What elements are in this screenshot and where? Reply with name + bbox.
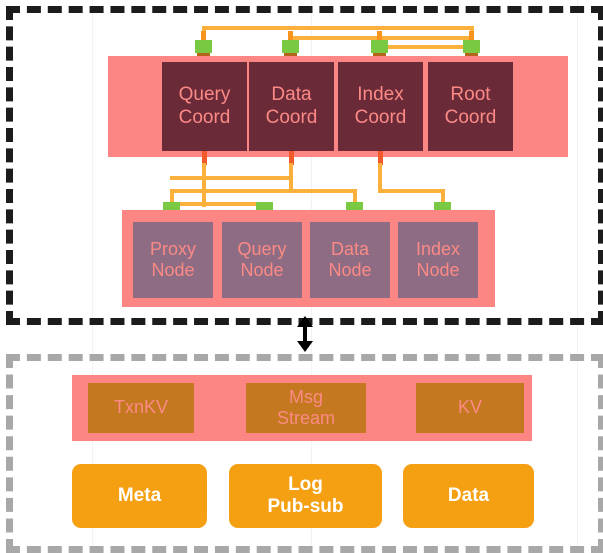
bidirectional-arrow bbox=[295, 316, 315, 352]
wire-query-coord-across bbox=[202, 26, 474, 30]
node-box-index[interactable]: Index Node bbox=[398, 222, 478, 298]
stub-query-coord-down bbox=[202, 151, 207, 165]
wire-index-node-drop bbox=[441, 189, 445, 207]
wire-index-coord-across-low bbox=[378, 189, 445, 193]
service-box-meta[interactable]: Meta bbox=[72, 464, 207, 528]
wire-row-202 bbox=[170, 202, 265, 206]
node-box-proxy[interactable]: Proxy Node bbox=[133, 222, 213, 298]
wire-data-coord-across-low bbox=[289, 189, 357, 193]
service-box-data[interactable]: Data bbox=[403, 464, 534, 528]
wire-query-coord-drop bbox=[202, 163, 206, 207]
wire-index-coord-across bbox=[378, 45, 474, 49]
coord-box-index[interactable]: Index Coord bbox=[338, 62, 423, 151]
service-box-log-pubsub[interactable]: Log Pub-sub bbox=[229, 464, 382, 528]
wire-data-node-drop bbox=[353, 189, 357, 207]
storage-box-kv[interactable]: KV bbox=[416, 383, 524, 433]
double-arrow-vertical-icon bbox=[297, 316, 313, 352]
guide-line bbox=[92, 0, 93, 546]
node-box-query[interactable]: Query Node bbox=[222, 222, 302, 298]
storage-box-msg-stream[interactable]: Msg Stream bbox=[246, 383, 366, 433]
node-box-data[interactable]: Data Node bbox=[310, 222, 390, 298]
storage-box-txnkv[interactable]: TxnKV bbox=[88, 383, 194, 433]
coord-box-root[interactable]: Root Coord bbox=[428, 62, 513, 151]
wire-data-coord-drop bbox=[289, 163, 293, 191]
coord-box-query[interactable]: Query Coord bbox=[162, 62, 247, 151]
stub-data-coord-down bbox=[289, 151, 294, 165]
wire-index-coord-drop bbox=[378, 163, 382, 191]
wire-row-176 bbox=[170, 176, 292, 180]
wire-row-189 bbox=[170, 189, 292, 193]
guide-line bbox=[577, 0, 578, 546]
stub-index-coord-down bbox=[378, 151, 383, 165]
wire-proxy-node-drop bbox=[170, 189, 174, 207]
coord-box-data[interactable]: Data Coord bbox=[249, 62, 334, 151]
